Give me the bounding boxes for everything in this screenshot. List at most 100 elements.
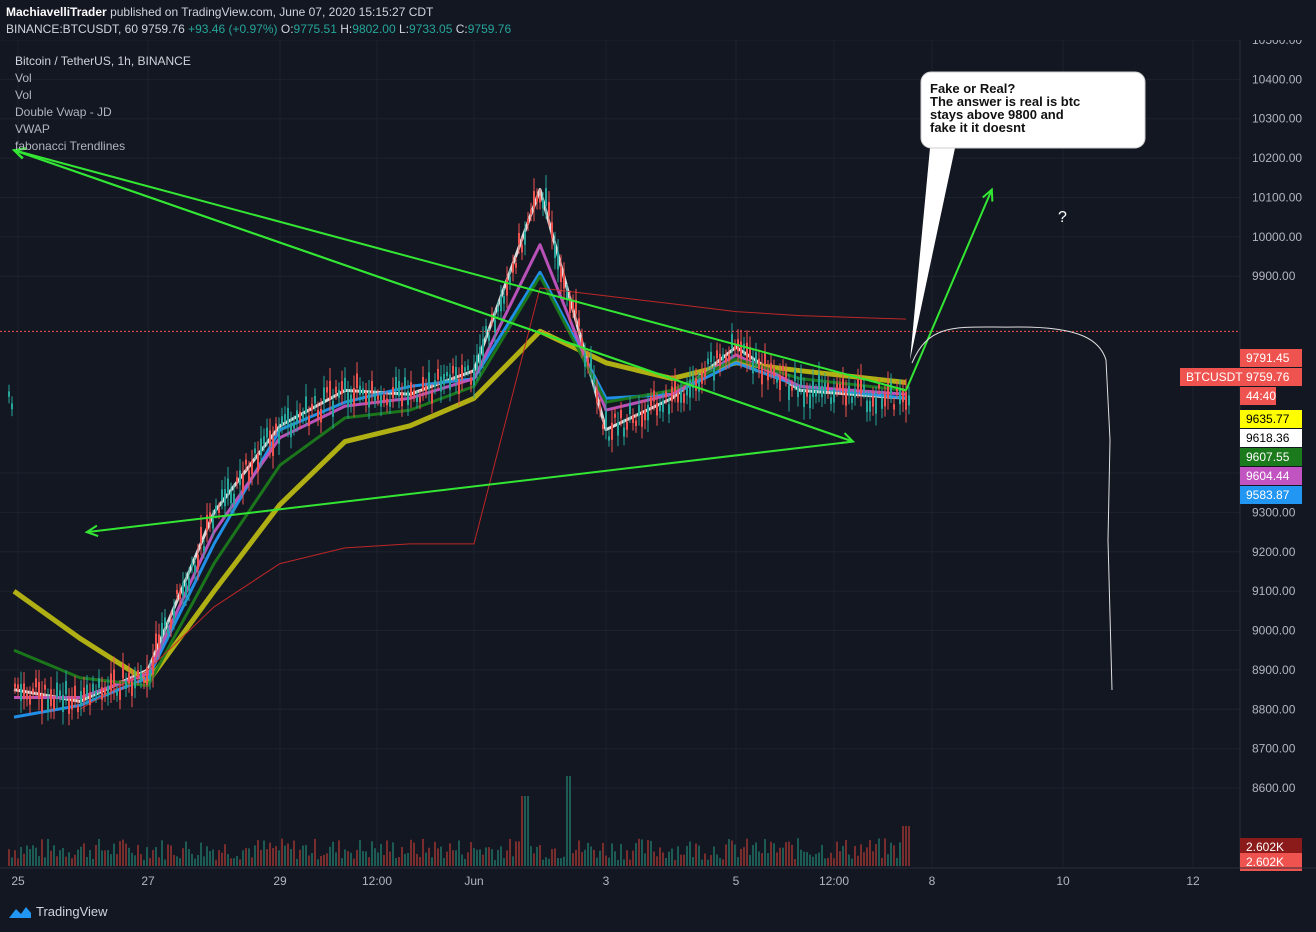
annotation-callout[interactable]: Fake or Real?The answer is real is btcst…: [910, 71, 1146, 360]
volume-bar: [638, 838, 640, 866]
candle-body: [608, 436, 610, 441]
candle-body: [869, 400, 871, 412]
candle-body: [470, 377, 472, 385]
price-tick-label: 10300.00: [1252, 112, 1302, 126]
volume-bar: [851, 858, 853, 866]
lower-trendline-head: [84, 524, 99, 537]
candle-body: [215, 505, 217, 512]
time-tick-label: 29: [273, 874, 287, 888]
volume-bar: [467, 852, 469, 866]
price-chart[interactable]: ? Fake or Real?The answer is real is btc…: [0, 40, 1316, 892]
candle-body: [332, 400, 334, 417]
price-tick-label: 8700.00: [1252, 742, 1296, 756]
volume-bar: [503, 858, 505, 866]
candle-body: [161, 623, 163, 637]
volume-bar: [407, 852, 409, 866]
volume-bar: [143, 859, 145, 866]
volume-bar: [83, 843, 85, 866]
candle-body: [518, 232, 520, 245]
volume-bar: [890, 842, 892, 866]
indicator-line-5: [79, 287, 907, 710]
candle-body: [314, 396, 316, 404]
candle-body: [248, 470, 250, 482]
volume-bar: [149, 858, 151, 866]
volume-bar: [860, 844, 862, 866]
volume-bar: [242, 850, 244, 866]
candle-body: [233, 493, 235, 505]
indicator-lines: [8, 175, 910, 726]
candle-body: [821, 385, 823, 398]
legend-indicator[interactable]: VWAP: [15, 122, 50, 136]
candle-body: [848, 385, 850, 396]
upper-trendline-end: [13, 149, 854, 443]
candle-body: [26, 693, 28, 700]
volume-bar: [161, 840, 163, 866]
candle-body: [683, 393, 685, 403]
time-tick-labels[interactable]: 25 27 29 12:00 Jun 3 5 12:00 8 10 12: [11, 874, 1200, 888]
legend-indicator[interactable]: Double Vwap - JD: [15, 105, 112, 119]
volume-bar: [728, 839, 730, 866]
candle-body: [407, 391, 409, 406]
candle-body: [374, 394, 376, 401]
candle-body: [539, 196, 541, 203]
time-tick-label: Jun: [464, 874, 483, 888]
price-badge-label: 2.602K: [1246, 855, 1284, 869]
volume-bar: [881, 857, 883, 866]
volume-bar: [170, 845, 172, 866]
candle-body: [668, 404, 670, 415]
candle-body: [128, 672, 130, 684]
volume-bar: [470, 842, 472, 866]
volume-bar: [152, 849, 154, 866]
candle-body: [113, 669, 115, 688]
volume-bar: [512, 856, 514, 866]
volume-bar: [626, 850, 628, 866]
volume-bar: [167, 844, 169, 866]
volume-bar: [518, 841, 520, 866]
candle-body: [428, 372, 430, 390]
volume-bar: [782, 847, 784, 866]
volume-bar: [197, 854, 199, 866]
candle-body: [671, 386, 673, 402]
volume-bar: [53, 845, 55, 866]
legend-indicator[interactable]: Vol: [15, 88, 32, 102]
candle-body: [605, 411, 607, 428]
price-badge: [1240, 838, 1302, 856]
volume-bar: [878, 838, 880, 866]
time-tick-label: 12:00: [819, 874, 849, 888]
volume-bar: [353, 858, 355, 866]
callout-text: The answer is real is btc: [930, 94, 1080, 109]
candle-body: [617, 422, 619, 436]
price-tick-label: 9200.00: [1252, 545, 1296, 559]
candle-body: [17, 684, 19, 691]
tradingview-logo[interactable]: TradingView: [8, 904, 108, 919]
volume-bar: [350, 852, 352, 866]
candle-body: [143, 678, 145, 683]
volume-bar: [575, 849, 577, 866]
price-badge-label: 9791.45: [1246, 351, 1290, 365]
candle-body: [659, 405, 661, 412]
time-tick-label: 8: [929, 874, 936, 888]
price-badge: [1240, 410, 1302, 428]
volume-bar: [674, 859, 676, 866]
volume-bar: [230, 858, 232, 866]
price-badge: [1240, 387, 1276, 405]
candle-body: [341, 381, 343, 394]
candle-body: [725, 356, 727, 363]
volume-bar: [446, 851, 448, 866]
candle-body: [380, 395, 382, 407]
volume-bar: [116, 854, 118, 866]
volume-bar: [89, 850, 91, 866]
candle-body: [86, 684, 88, 696]
legend-indicator[interactable]: Vol: [15, 71, 32, 85]
candle-body: [842, 378, 844, 394]
candle-body: [638, 405, 640, 417]
candle-body: [731, 334, 733, 349]
volume-bar: [356, 849, 358, 866]
candle-body: [44, 684, 46, 690]
legend-indicator[interactable]: fabonacci Trendlines: [15, 139, 126, 153]
volume-bar: [431, 857, 433, 866]
trend-drawings: ?: [11, 147, 1113, 691]
time-tick-label: 5: [733, 874, 740, 888]
publisher-name[interactable]: MachiavelliTrader: [6, 5, 107, 19]
volume-bar: [419, 857, 421, 866]
